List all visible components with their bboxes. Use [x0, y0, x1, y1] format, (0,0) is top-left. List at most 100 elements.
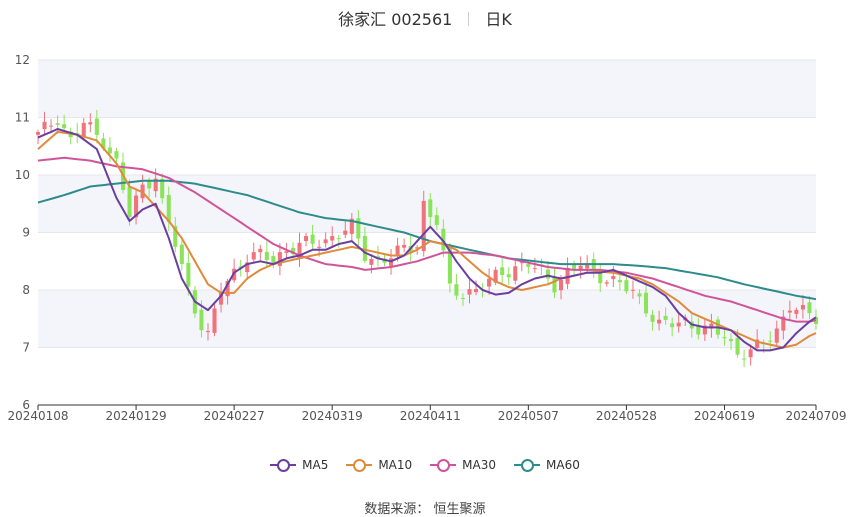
title-separator [468, 12, 470, 26]
legend-symbol-ma30 [430, 458, 457, 472]
candle-body [284, 251, 289, 253]
candle-body [94, 118, 99, 135]
candle-body [107, 147, 112, 154]
candle-body [186, 262, 191, 287]
legend-label-ma30: MA30 [462, 458, 497, 472]
legend: MA5 MA10 MA30 MA60 [0, 458, 850, 472]
candle-body [415, 247, 420, 249]
candle-body [62, 124, 67, 129]
candle-body [310, 234, 315, 244]
chart-title: 徐家汇 002561 日K [0, 6, 850, 30]
candle-body [127, 186, 132, 217]
kline-chart: 6 7 8 9 10 11 12 20240108 20240129 20240227 202403… [7, 53, 846, 423]
candle-body [728, 338, 734, 342]
period-label: 日K [485, 10, 512, 29]
candle-body [807, 302, 812, 314]
candle-body [349, 218, 354, 234]
candle-body [460, 298, 465, 300]
candle-body [166, 195, 171, 222]
x-tick-label: 20240528 [596, 409, 657, 423]
candle-body [134, 195, 139, 218]
ma-line-ma10 [37, 130, 817, 349]
plot-band [38, 60, 816, 118]
candle-body [402, 244, 407, 248]
candle-body [552, 277, 557, 293]
candle-body [441, 228, 446, 251]
legend-item-ma5[interactable]: MA5 [270, 458, 328, 472]
candle-body [258, 248, 263, 253]
ma-line-ma5 [37, 128, 817, 352]
candle-body [317, 246, 322, 248]
candle-body [81, 122, 86, 137]
candle-body [696, 325, 701, 335]
x-tick-label: 20240108 [7, 409, 68, 423]
candle-body [506, 274, 511, 278]
candle-body [428, 199, 433, 217]
candle-body [637, 293, 642, 297]
candle-body [369, 259, 374, 265]
legend-label-ma10: MA10 [378, 458, 413, 472]
candle-body [362, 235, 367, 261]
candle-body [474, 289, 479, 293]
y-tick-label: 11 [15, 111, 30, 125]
data-source: 数据来源： 恒生聚源 [364, 502, 486, 517]
candle-body [604, 282, 609, 284]
candle-body [572, 264, 577, 270]
candle-body [794, 309, 799, 314]
candle-body [395, 245, 400, 255]
candle-body [670, 323, 675, 328]
x-tick-label: 20240709 [785, 409, 846, 423]
candle-body [173, 225, 178, 247]
candle-body [356, 218, 361, 239]
stock-name-code: 徐家汇 002561 [338, 10, 453, 29]
candle-body [774, 328, 779, 343]
y-tick-label: 10 [15, 168, 30, 182]
legend-item-ma60[interactable]: MA60 [514, 458, 580, 472]
x-tick-label: 20240619 [694, 409, 755, 423]
candle-body [277, 252, 282, 266]
candle-body [147, 180, 152, 189]
candle-body [709, 323, 714, 329]
y-tick-label: 7 [22, 341, 30, 355]
candle-body [585, 263, 590, 269]
candle-body [454, 284, 459, 296]
candle-body [781, 316, 786, 331]
legend-symbol-ma60 [514, 458, 541, 472]
plot-band [38, 290, 816, 348]
candle-body [565, 267, 570, 284]
candle-body [447, 246, 452, 284]
candle-body [493, 269, 498, 283]
legend-item-ma10[interactable]: MA10 [346, 458, 412, 472]
candle-body [245, 262, 250, 273]
candle-body [578, 265, 583, 270]
candle-body [663, 315, 668, 320]
legend-item-ma30[interactable]: MA30 [430, 458, 496, 472]
candle-body [624, 280, 629, 292]
candle-body [297, 242, 302, 258]
candle-body [205, 331, 211, 333]
candle-body [114, 151, 119, 159]
candle-body [199, 309, 204, 331]
candle-body [212, 308, 217, 333]
candle-body [617, 279, 622, 283]
candle-body [650, 314, 655, 322]
candle-body [323, 239, 328, 244]
candle-body [643, 292, 649, 314]
candle-body [434, 215, 439, 225]
candle-body [304, 236, 309, 241]
ma-line-ma60 [37, 179, 817, 301]
candle-body [88, 122, 93, 125]
candle-body [153, 178, 158, 192]
candle-body [343, 230, 348, 235]
y-tick-label: 9 [22, 226, 30, 240]
candle-body [251, 252, 256, 260]
candle-body [800, 305, 805, 310]
candle-body [722, 337, 727, 339]
candle-body [513, 266, 518, 281]
candle-body [421, 200, 426, 252]
candle-body [611, 275, 616, 280]
legend-label-ma5: MA5 [302, 458, 329, 472]
candle-body [768, 340, 773, 342]
candle-body [225, 281, 230, 297]
candle-body [49, 125, 54, 127]
